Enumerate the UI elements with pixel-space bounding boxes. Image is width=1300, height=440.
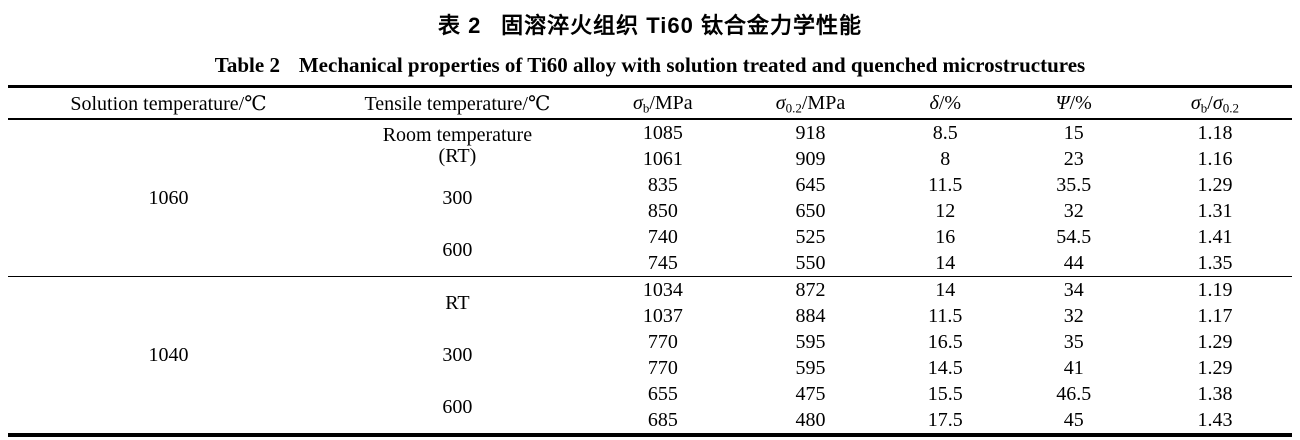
value-cell: 1.38 [1197, 382, 1233, 405]
col-header-sigma-b: σb/MPa [585, 86, 740, 120]
value-cell: 8 [940, 147, 951, 170]
value-cell: 23 [1063, 147, 1084, 170]
value-cell: 1.43 [1197, 408, 1233, 431]
value-cell: 1034 [585, 276, 740, 303]
value-cell: 1.17 [1197, 304, 1233, 327]
value-cell: 1.29 [1197, 356, 1233, 379]
value-cell: 1085 [642, 121, 683, 144]
value-cell: 14 [881, 276, 1010, 303]
table-row: 300 835 645 11.5 35.5 1.29 [8, 172, 1292, 208]
value-cell: 54.5 [1056, 225, 1092, 248]
value-cell: 46.5 [1056, 382, 1092, 405]
table-row: 300 770 595 16.5 35 1.29 [8, 329, 1292, 365]
tensile-temp-cell: Room temperature (RT) [382, 124, 533, 167]
value-cell: 17.5 [927, 408, 963, 431]
tensile-temp-cell: 300 [442, 186, 473, 209]
tensile-temp-cell: 600 [442, 395, 473, 418]
solution-temp-cell: 1040 [8, 276, 329, 435]
value-cell: 655 [647, 382, 678, 405]
table-number-zh: 表 2 [437, 13, 482, 38]
tensile-temp-cell: 300 [442, 343, 473, 366]
value-cell: 745 [647, 251, 678, 274]
value-cell: 850 [647, 199, 678, 222]
table-row: 745 550 14 44 1.35 [8, 250, 1292, 277]
value-cell: 8.5 [932, 121, 958, 144]
value-cell: 16.5 [927, 330, 963, 353]
tensile-temp-cell: RT [329, 276, 586, 329]
value-cell: 11.5 [928, 304, 963, 327]
value-cell: 12 [935, 199, 956, 222]
table-row: 685 480 17.5 45 1.43 [8, 407, 1292, 435]
value-cell: 835 [647, 173, 678, 196]
value-cell: 14 [935, 251, 956, 274]
value-cell: 41 [1063, 356, 1084, 379]
value-cell: 45 [1063, 408, 1084, 431]
value-cell: 525 [795, 225, 826, 248]
value-cell: 35 [1063, 330, 1084, 353]
table-row: 1037 884 11.5 32 1.17 [8, 303, 1292, 329]
value-cell: 1.29 [1197, 173, 1233, 196]
value-cell: 918 [795, 121, 826, 144]
value-cell: 480 [795, 408, 826, 431]
value-cell: 1061 [642, 147, 683, 170]
value-cell: 1.16 [1197, 147, 1233, 170]
value-cell: 650 [795, 199, 826, 222]
col-header-psi: Ψ/% [1009, 86, 1138, 120]
value-cell: 1.19 [1137, 276, 1292, 303]
table-row: 600 740 525 16 54.5 1.41 [8, 224, 1292, 260]
value-cell: 1.31 [1197, 199, 1233, 222]
table-title-zh: 表 2 固溶淬火组织 Ti60 钛合金力学性能 [0, 0, 1300, 40]
value-cell: 909 [795, 147, 826, 170]
value-cell: 1.41 [1197, 225, 1233, 248]
tensile-temp-cell: 600 [442, 238, 473, 261]
value-cell: 884 [795, 304, 826, 327]
value-cell: 740 [647, 225, 678, 248]
table-row: 770 595 14.5 41 1.29 [8, 355, 1292, 381]
value-cell: 16 [935, 225, 956, 248]
value-cell: 872 [739, 276, 882, 303]
col-header-sigma-02: σ0.2/MPa [739, 86, 882, 120]
solution-temp-cell: 1060 [148, 186, 189, 209]
value-cell: 770 [647, 356, 678, 379]
col-header-solution-temperature: Solution temperature/℃ [8, 86, 329, 120]
value-cell: 550 [795, 251, 826, 274]
value-cell: 32 [1063, 199, 1084, 222]
value-cell: 685 [647, 408, 678, 431]
value-cell: 34 [1009, 276, 1138, 303]
value-cell: 11.5 [928, 173, 963, 196]
value-cell: 645 [795, 173, 826, 196]
value-cell: 1.35 [1197, 251, 1233, 274]
value-cell: 1037 [642, 304, 683, 327]
col-header-tensile-temperature: Tensile temperature/℃ [329, 86, 586, 120]
value-cell: 1.18 [1197, 121, 1233, 144]
value-cell: 475 [795, 382, 826, 405]
value-cell: 32 [1063, 304, 1084, 327]
col-header-delta: δ/% [881, 86, 1010, 120]
value-cell: 595 [795, 356, 826, 379]
value-cell: 1.29 [1197, 330, 1233, 353]
table-row: 850 650 12 32 1.31 [8, 198, 1292, 224]
value-cell: 14.5 [927, 356, 963, 379]
value-cell: 770 [647, 330, 678, 353]
col-header-sigma-ratio: σb/σ0.2 [1137, 86, 1292, 120]
value-cell: 595 [795, 330, 826, 353]
table-row: 1040 RT 1034 872 14 34 1.19 [8, 276, 1292, 435]
value-cell: 44 [1063, 251, 1084, 274]
table-row: 1060 Room temperature (RT) 1085 918 8.5 … [8, 119, 1292, 208]
table-title-en: Table 2 Mechanical properties of Ti60 all… [0, 53, 1300, 78]
value-cell: 35.5 [1056, 173, 1092, 196]
table-row: 600 655 475 15.5 46.5 1.38 [8, 381, 1292, 417]
header-row: Solution temperature/℃ Tensile temperatu… [8, 86, 1292, 120]
mechanical-properties-table: Solution temperature/℃ Tensile temperatu… [8, 85, 1292, 437]
table-number-en: Table 2 [214, 53, 280, 77]
table-title-en-text: Mechanical properties of Ti60 alloy with… [298, 53, 1086, 77]
value-cell: 15.5 [927, 382, 963, 405]
value-cell: 15 [1063, 121, 1084, 144]
table-title-zh-text: 固溶淬火组织 Ti60 钛合金力学性能 [501, 13, 862, 38]
table-row: 1061 909 8 23 1.16 [8, 146, 1292, 172]
